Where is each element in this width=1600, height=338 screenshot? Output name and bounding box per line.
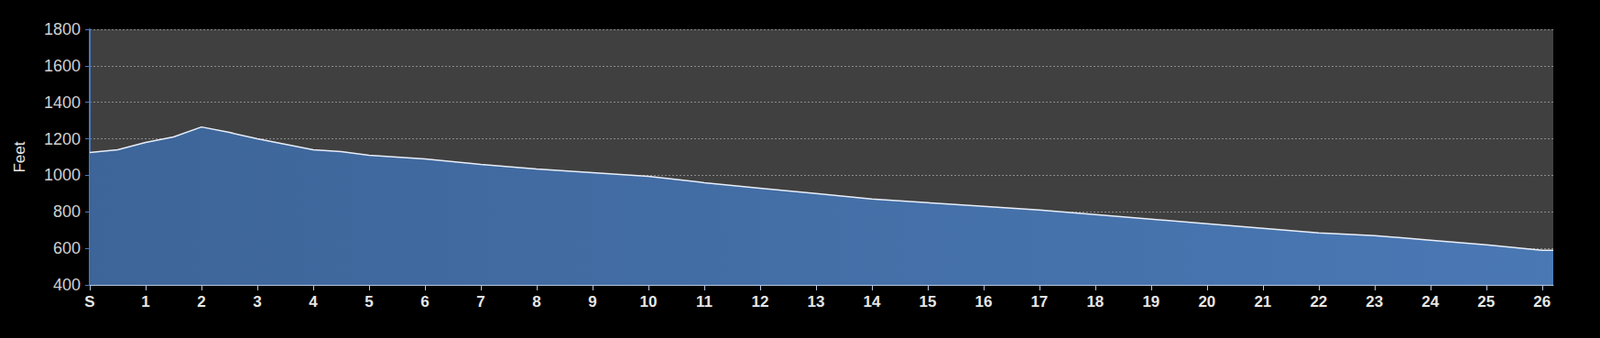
svg-text:2: 2 xyxy=(196,293,206,311)
svg-text:18: 18 xyxy=(1086,293,1104,311)
svg-text:24: 24 xyxy=(1421,293,1439,311)
svg-text:1200: 1200 xyxy=(43,130,81,149)
svg-text:14: 14 xyxy=(862,293,881,311)
svg-text:13: 13 xyxy=(806,293,825,311)
svg-text:23: 23 xyxy=(1365,293,1383,311)
svg-text:20: 20 xyxy=(1197,293,1216,311)
svg-text:S: S xyxy=(84,293,95,311)
svg-text:21: 21 xyxy=(1253,293,1272,311)
svg-text:5: 5 xyxy=(364,293,373,311)
svg-text:15: 15 xyxy=(918,293,937,311)
svg-text:Feet: Feet xyxy=(10,141,29,173)
svg-text:400: 400 xyxy=(53,275,81,294)
svg-text:17: 17 xyxy=(1030,293,1048,311)
svg-text:6: 6 xyxy=(420,293,429,311)
svg-text:26: 26 xyxy=(1533,293,1551,311)
svg-text:3: 3 xyxy=(252,293,262,311)
svg-text:22: 22 xyxy=(1309,293,1328,311)
svg-text:800: 800 xyxy=(53,202,81,221)
svg-text:12: 12 xyxy=(751,293,769,311)
svg-text:9: 9 xyxy=(587,293,597,311)
svg-text:1800: 1800 xyxy=(43,20,81,39)
svg-text:25: 25 xyxy=(1477,293,1495,311)
svg-text:600: 600 xyxy=(53,239,81,258)
svg-text:7: 7 xyxy=(476,293,485,311)
svg-text:4: 4 xyxy=(308,293,318,311)
svg-text:10: 10 xyxy=(639,293,657,311)
svg-text:8: 8 xyxy=(532,293,541,311)
svg-text:1600: 1600 xyxy=(43,56,81,76)
svg-text:16: 16 xyxy=(974,293,992,311)
svg-text:1400: 1400 xyxy=(43,93,81,112)
svg-text:11: 11 xyxy=(696,293,713,311)
svg-text:1: 1 xyxy=(141,293,150,311)
svg-text:19: 19 xyxy=(1142,293,1160,311)
svg-text:1000: 1000 xyxy=(43,165,81,185)
